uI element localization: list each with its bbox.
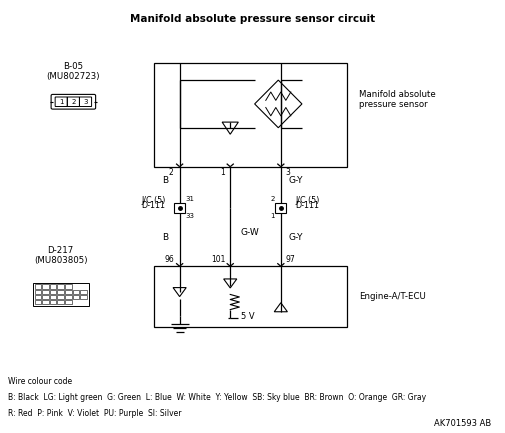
Text: 96: 96 (165, 255, 174, 264)
Text: G-Y: G-Y (288, 233, 302, 242)
Text: 1: 1 (220, 168, 225, 178)
Bar (65, 295, 72, 299)
Text: B: B (162, 176, 168, 185)
Text: 2: 2 (71, 99, 75, 105)
Bar (73, 295, 79, 299)
Text: AK701593 AB: AK701593 AB (433, 419, 490, 428)
Bar (35, 295, 41, 299)
Bar (49, 300, 57, 304)
Bar (42, 300, 48, 304)
Text: B: B (162, 233, 168, 242)
Bar (58, 284, 64, 289)
Bar (35, 300, 41, 304)
Text: Manifold absolute
pressure sensor: Manifold absolute pressure sensor (359, 90, 435, 109)
Text: J/C (5): J/C (5) (294, 196, 319, 204)
Bar (49, 290, 57, 294)
Bar (33, 283, 89, 306)
Bar (65, 300, 72, 304)
Bar (65, 290, 72, 294)
Text: 3: 3 (285, 168, 290, 178)
Bar (49, 295, 57, 299)
Text: Wire colour code: Wire colour code (8, 377, 72, 386)
Text: 1: 1 (59, 99, 63, 105)
Bar (275, 203, 286, 213)
Text: B-05
(MU802723): B-05 (MU802723) (46, 61, 100, 81)
Bar (42, 295, 48, 299)
Bar (80, 295, 87, 299)
Bar (58, 290, 64, 294)
Text: R: Red  P: Pink  V: Violet  PU: Purple  SI: Silver: R: Red P: Pink V: Violet PU: Purple SI: … (8, 409, 181, 418)
Text: 3: 3 (83, 99, 87, 105)
Bar (154, 266, 346, 327)
Text: B: Black  LG: Light green  G: Green  L: Blue  W: White  Y: Yellow  SB: Sky blue : B: Black LG: Light green G: Green L: Blu… (8, 393, 425, 402)
Bar (35, 290, 41, 294)
Bar (58, 300, 64, 304)
Bar (49, 284, 57, 289)
Text: 5 V: 5 V (241, 312, 255, 320)
Text: 33: 33 (185, 213, 194, 219)
Bar (65, 284, 72, 289)
Bar (154, 63, 346, 167)
Bar (42, 290, 48, 294)
Text: Engine-A/T-ECU: Engine-A/T-ECU (359, 292, 425, 301)
Text: D-217
(MU803805): D-217 (MU803805) (34, 246, 87, 265)
Text: 1: 1 (270, 213, 274, 219)
Bar (80, 290, 87, 294)
Bar (35, 284, 41, 289)
Bar (174, 203, 185, 213)
Text: J/C (5): J/C (5) (141, 196, 165, 204)
Text: Manifold absolute pressure sensor circuit: Manifold absolute pressure sensor circui… (130, 14, 375, 25)
Text: 31: 31 (185, 196, 194, 202)
Bar (73, 290, 79, 294)
Text: D-111: D-111 (141, 201, 165, 210)
Bar (42, 284, 48, 289)
Text: 2: 2 (270, 196, 274, 202)
Text: D-111: D-111 (294, 201, 319, 210)
Text: 2: 2 (169, 168, 173, 178)
Bar (58, 295, 64, 299)
Text: 97: 97 (285, 255, 295, 264)
Text: G-Y: G-Y (288, 176, 302, 185)
Text: 101: 101 (211, 255, 225, 264)
Text: G-W: G-W (239, 228, 259, 237)
